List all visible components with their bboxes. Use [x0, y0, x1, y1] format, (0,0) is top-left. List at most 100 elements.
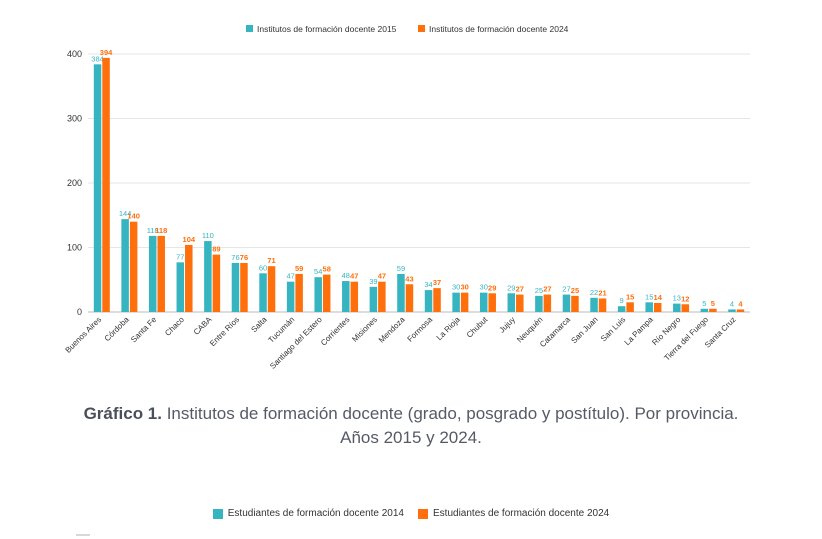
bar-2024-chaco [185, 244, 193, 312]
bar-2015-jujuy [507, 293, 516, 312]
legend-swatch-1 [418, 25, 425, 32]
bar-2015-corrientes [342, 281, 350, 312]
data-label-2015-santiago-del-estero: 54 [314, 267, 322, 276]
x-tick-label-la-rioja: La Rioja [435, 315, 463, 343]
x-tick-label-mendoza: Mendoza [377, 315, 407, 345]
bar-2024-mendoza [405, 284, 414, 312]
data-label-2024-tierra-del-fuego: 5 [711, 299, 715, 308]
bar-2024-salta [267, 266, 276, 312]
data-label-2015-tucuman: 47 [286, 272, 294, 281]
data-label-2015-entre-rios: 76 [231, 253, 239, 262]
data-label-2015-formosa: 34 [424, 280, 432, 289]
data-label-2015-san-juan: 22 [590, 288, 598, 297]
bar-2024-santiago-del-estero [322, 274, 331, 312]
bar-2015-neuquen [535, 295, 543, 312]
data-label-2024-san-juan: 21 [598, 288, 606, 297]
y-tick-label-300: 300 [67, 114, 82, 124]
data-label-2015-misiones: 39 [369, 277, 377, 286]
data-label-2024-catamarca: 25 [571, 286, 579, 295]
chart-caption: Gráfico 1. Institutos de formación docen… [0, 402, 822, 450]
data-label-2024-caba: 89 [212, 245, 220, 254]
bar-2015-caba [204, 241, 212, 312]
y-tick-label-400: 400 [67, 49, 82, 59]
data-label-2024-buenos-aires: 394 [100, 48, 113, 57]
legend2-label-2024: Estudiantes de formación docente 2024 [433, 508, 610, 519]
bar-2024-formosa [433, 288, 441, 312]
x-tick-label-santiago-del-estero: Santiago del Estero [268, 315, 324, 371]
y-tick-label-200: 200 [67, 178, 82, 188]
bar-2024-rio-negro [681, 304, 690, 312]
bar-2015-la-rioja [452, 292, 460, 312]
data-label-2015-corrientes: 48 [342, 271, 350, 280]
data-label-2015-san-luis: 9 [620, 296, 624, 305]
bar-2024-buenos-aires [102, 57, 110, 313]
bar-2024-tierra-del-fuego [709, 308, 717, 312]
data-label-2015-rio-negro: 13 [673, 294, 681, 303]
data-label-2024-formosa: 37 [433, 278, 441, 287]
legend2-item-2014[interactable]: Estudiantes de formación docente 2014 [212, 508, 404, 519]
bar-2015-salta [259, 273, 267, 312]
x-tick-label-misiones: Misiones [350, 315, 379, 344]
legend2-swatch-2024 [418, 508, 428, 519]
data-label-2015-chubut: 30 [480, 283, 488, 292]
bar-2015-chubut [479, 292, 488, 312]
bar-2015-entre-rios [231, 262, 240, 312]
x-tick-label-jujuy: Jujuy [497, 315, 517, 335]
legend-label-1: Institutos de formación docente 2024 [429, 24, 569, 34]
data-label-2024-santa-cruz: 4 [738, 299, 743, 308]
data-label-2015-jujuy: 29 [507, 283, 515, 292]
bar-2015-santa-cruz [728, 309, 736, 312]
legend2-swatch-2014 [212, 508, 223, 519]
bar-2015-tucuman [286, 281, 295, 312]
caption-line2: Años 2015 y 2024. [340, 428, 482, 447]
x-tick-label-entre-rios: Entre Ríos [208, 315, 241, 348]
data-label-2024-santa-fe: 118 [155, 226, 167, 235]
bar-2024-la-rioja [460, 292, 469, 312]
legend-swatch-0 [246, 25, 253, 32]
data-label-2015-chaco: 77 [176, 252, 184, 261]
bar-2024-san-juan [598, 298, 607, 312]
data-label-2015-mendoza: 59 [397, 264, 405, 273]
data-label-2015-cordoba: 144 [119, 209, 132, 218]
bar-2015-chaco [176, 262, 185, 312]
data-label-2024-corrientes: 47 [350, 272, 358, 281]
bar-2015-san-juan [590, 297, 598, 312]
bar-2015-tierra-del-fuego [700, 308, 709, 312]
data-label-2024-santiago-del-estero: 58 [323, 265, 331, 274]
bar-2015-santiago-del-estero [314, 277, 322, 312]
bar-2024-cordoba [129, 221, 138, 312]
caption-bold: Gráfico 1. [83, 404, 162, 423]
bar-2015-la-pampa [645, 302, 653, 312]
bar-2024-neuquen [543, 294, 552, 312]
x-tick-label-corrientes: Corrientes [319, 315, 351, 347]
bar-2024-catamarca [571, 295, 579, 312]
data-label-2024-tucuman: 59 [295, 264, 303, 273]
x-tick-label-cordoba: Córdoba [103, 315, 131, 343]
x-tick-label-catamarca: Catamarca [538, 315, 572, 349]
bar-2024-caba [212, 254, 221, 312]
data-label-2015-santa-fe: 118 [147, 226, 159, 235]
bar-2015-santa-fe [148, 235, 157, 312]
second-chart-stub [76, 534, 90, 536]
bar-2024-misiones [378, 281, 386, 312]
data-label-2024-salta: 71 [267, 256, 275, 265]
x-tick-label-chubut: Chubut [465, 315, 490, 340]
bar-2015-formosa [424, 290, 433, 312]
data-label-2024-chaco: 104 [183, 235, 196, 244]
bar-2015-rio-negro [673, 303, 681, 312]
data-label-2024-misiones: 47 [378, 272, 386, 281]
data-label-2015-catamarca: 27 [562, 285, 570, 294]
bar-2024-tucuman [295, 273, 303, 312]
bar-2015-catamarca [562, 294, 571, 312]
bar-2024-la-pampa [653, 302, 662, 312]
bar-2015-misiones [369, 286, 378, 312]
y-tick-label-0: 0 [77, 307, 82, 317]
bar-2024-santa-cruz [736, 309, 745, 312]
bar-2024-san-luis [626, 302, 634, 312]
legend-label-0: Institutos de formación docente 2015 [257, 24, 397, 34]
data-label-2024-cordoba: 140 [127, 212, 140, 221]
legend2-item-2024[interactable]: Estudiantes de formación docente 2024 [418, 508, 609, 519]
bar-2015-cordoba [121, 219, 129, 312]
data-label-2015-santa-cruz: 4 [730, 299, 734, 308]
y-tick-label-100: 100 [67, 243, 82, 253]
